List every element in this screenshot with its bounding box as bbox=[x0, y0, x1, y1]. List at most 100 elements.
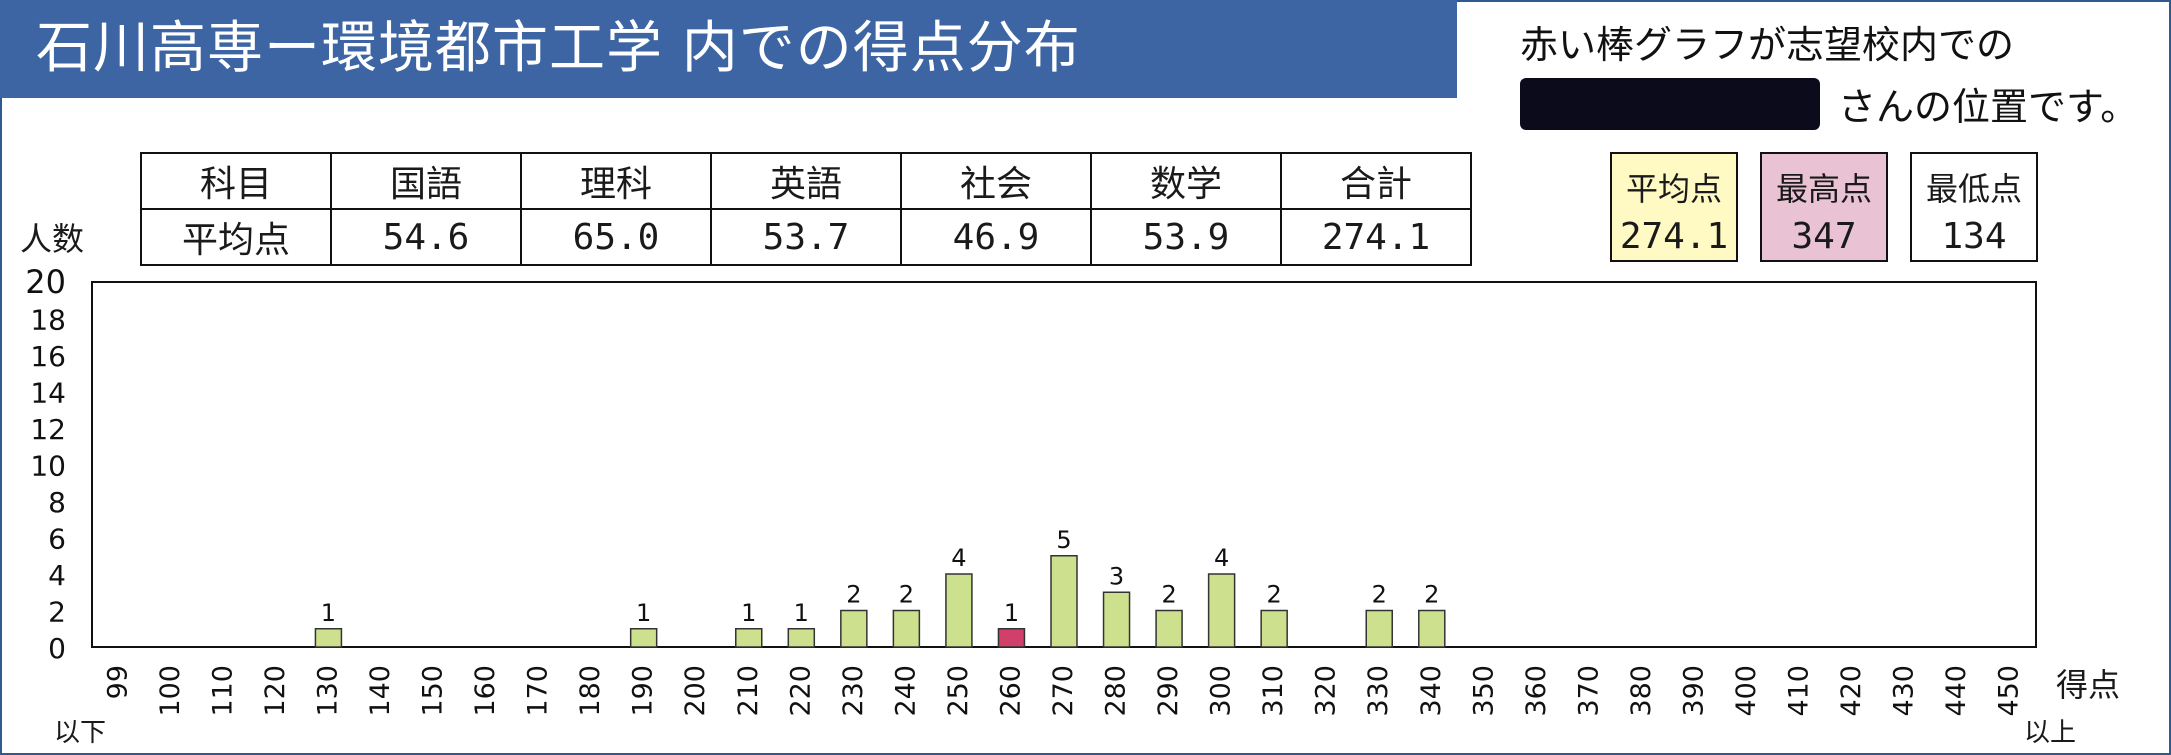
x-tick-label: 130 bbox=[312, 665, 343, 717]
average-score-box: 平均点 274.1 bbox=[1610, 152, 1738, 262]
bar bbox=[629, 628, 658, 648]
y-tick-label: 16 bbox=[30, 340, 66, 373]
table-header-label: 科目 bbox=[140, 152, 332, 210]
x-tick-label: 150 bbox=[418, 665, 449, 717]
x-tick-label: 210 bbox=[733, 665, 764, 717]
min-score-box: 最低点 134 bbox=[1910, 152, 2038, 262]
x-tick-label: 160 bbox=[470, 665, 501, 717]
x-tick-label: 300 bbox=[1206, 665, 1237, 717]
bar-value-label: 1 bbox=[636, 599, 651, 627]
x-tick-label: 390 bbox=[1678, 665, 1709, 717]
bar-value-label: 2 bbox=[1267, 581, 1282, 609]
bar-value-label: 2 bbox=[1424, 581, 1439, 609]
bar-value-label: 4 bbox=[1214, 544, 1229, 572]
y-tick-label: 18 bbox=[30, 304, 66, 337]
x-tick-label: 110 bbox=[207, 665, 238, 717]
x-axis-below-label: 以下 bbox=[54, 718, 107, 748]
bar bbox=[1207, 573, 1236, 648]
x-tick-label: 180 bbox=[575, 665, 606, 717]
avg-social: 46.9 bbox=[900, 208, 1092, 266]
x-tick-label: 270 bbox=[1048, 665, 1079, 717]
bar-value-label: 1 bbox=[321, 599, 336, 627]
x-tick-label: 100 bbox=[155, 665, 186, 717]
x-tick-label: 190 bbox=[628, 665, 659, 717]
note-line-2: さんの位置です。 bbox=[1838, 85, 2139, 129]
x-tick-label: 99 bbox=[102, 665, 133, 699]
x-tick-label: 220 bbox=[785, 665, 816, 717]
x-tick-label: 340 bbox=[1416, 665, 1447, 717]
table-header-row: 科目 国語 理科 英語 社会 数学 合計 bbox=[140, 152, 1472, 210]
x-tick-label: 370 bbox=[1573, 665, 1604, 717]
subject-japanese: 国語 bbox=[330, 152, 522, 210]
x-tick-label: 240 bbox=[890, 665, 921, 717]
avg-english: 53.7 bbox=[710, 208, 902, 266]
y-axis-unit-label: 人数 bbox=[20, 220, 85, 258]
bar-highlighted bbox=[997, 628, 1026, 648]
y-tick-label: 20 bbox=[25, 263, 66, 301]
bar bbox=[1365, 609, 1393, 648]
subject-math: 数学 bbox=[1090, 152, 1282, 210]
x-tick-label: 440 bbox=[1941, 665, 1972, 717]
x-tick-label: 230 bbox=[838, 665, 869, 717]
bar-value-label: 5 bbox=[1056, 526, 1071, 554]
x-tick-label: 170 bbox=[523, 665, 554, 717]
bar bbox=[1155, 609, 1183, 648]
bar-value-label: 2 bbox=[1372, 581, 1387, 609]
redacted-name bbox=[1520, 78, 1820, 130]
table-row-label: 平均点 bbox=[140, 208, 332, 266]
y-tick-label: 12 bbox=[30, 413, 66, 446]
x-tick-label: 140 bbox=[365, 665, 396, 717]
max-score-box: 最高点 347 bbox=[1760, 152, 1888, 262]
bar bbox=[1418, 609, 1446, 648]
table-average-row: 平均点 54.6 65.0 53.7 46.9 53.9 274.1 bbox=[140, 208, 1472, 266]
y-tick-label: 0 bbox=[48, 632, 66, 665]
y-tick-label: 6 bbox=[48, 523, 66, 556]
bar bbox=[735, 628, 763, 648]
x-tick-label: 380 bbox=[1626, 665, 1657, 717]
bar-value-label: 1 bbox=[794, 599, 809, 627]
avg-science: 65.0 bbox=[520, 208, 712, 266]
x-tick-label: 120 bbox=[260, 665, 291, 717]
x-tick-label: 410 bbox=[1784, 665, 1815, 717]
x-tick-label: 280 bbox=[1101, 665, 1132, 717]
bar bbox=[1260, 609, 1288, 648]
bar-value-label: 2 bbox=[1161, 581, 1176, 609]
x-tick-label: 250 bbox=[943, 665, 974, 717]
avg-japanese: 54.6 bbox=[330, 208, 522, 266]
bar-value-label: 3 bbox=[1109, 562, 1124, 590]
bar bbox=[314, 628, 343, 648]
bar bbox=[787, 628, 816, 648]
average-score-value: 274.1 bbox=[1619, 216, 1729, 257]
x-tick-label: 400 bbox=[1731, 665, 1762, 717]
subject-english: 英語 bbox=[710, 152, 902, 210]
avg-math: 53.9 bbox=[1090, 208, 1282, 266]
page-title: 石川高専ー環境都市工学 内での得点分布 bbox=[0, 0, 1457, 98]
x-axis-above-label: 以上 bbox=[2024, 718, 2077, 748]
max-score-label: 最高点 bbox=[1775, 170, 1872, 208]
x-tick-label: 330 bbox=[1363, 665, 1394, 717]
bar bbox=[892, 609, 921, 648]
x-tick-label: 450 bbox=[1994, 665, 2025, 717]
x-tick-label: 260 bbox=[995, 665, 1026, 717]
note-line-1: 赤い棒グラフが志望校内での bbox=[1520, 23, 2015, 67]
x-tick-label: 290 bbox=[1153, 665, 1184, 717]
y-tick-label: 2 bbox=[48, 596, 66, 629]
subject-science: 理科 bbox=[520, 152, 712, 210]
bar-value-label: 2 bbox=[846, 581, 861, 609]
min-score-value: 134 bbox=[1941, 216, 2007, 257]
bar bbox=[1050, 555, 1078, 648]
x-tick-label: 200 bbox=[680, 665, 711, 717]
subject-social: 社会 bbox=[900, 152, 1092, 210]
avg-total: 274.1 bbox=[1280, 208, 1472, 266]
bar bbox=[840, 609, 868, 648]
x-tick-label: 320 bbox=[1311, 665, 1342, 717]
x-tick-label: 430 bbox=[1889, 665, 1920, 717]
average-score-label: 平均点 bbox=[1625, 170, 1722, 208]
x-tick-label: 420 bbox=[1836, 665, 1867, 717]
x-tick-label: 360 bbox=[1521, 665, 1552, 717]
bar bbox=[945, 573, 973, 648]
y-tick-label: 10 bbox=[30, 450, 66, 483]
x-tick-label: 350 bbox=[1468, 665, 1499, 717]
y-tick-label: 4 bbox=[48, 559, 66, 592]
